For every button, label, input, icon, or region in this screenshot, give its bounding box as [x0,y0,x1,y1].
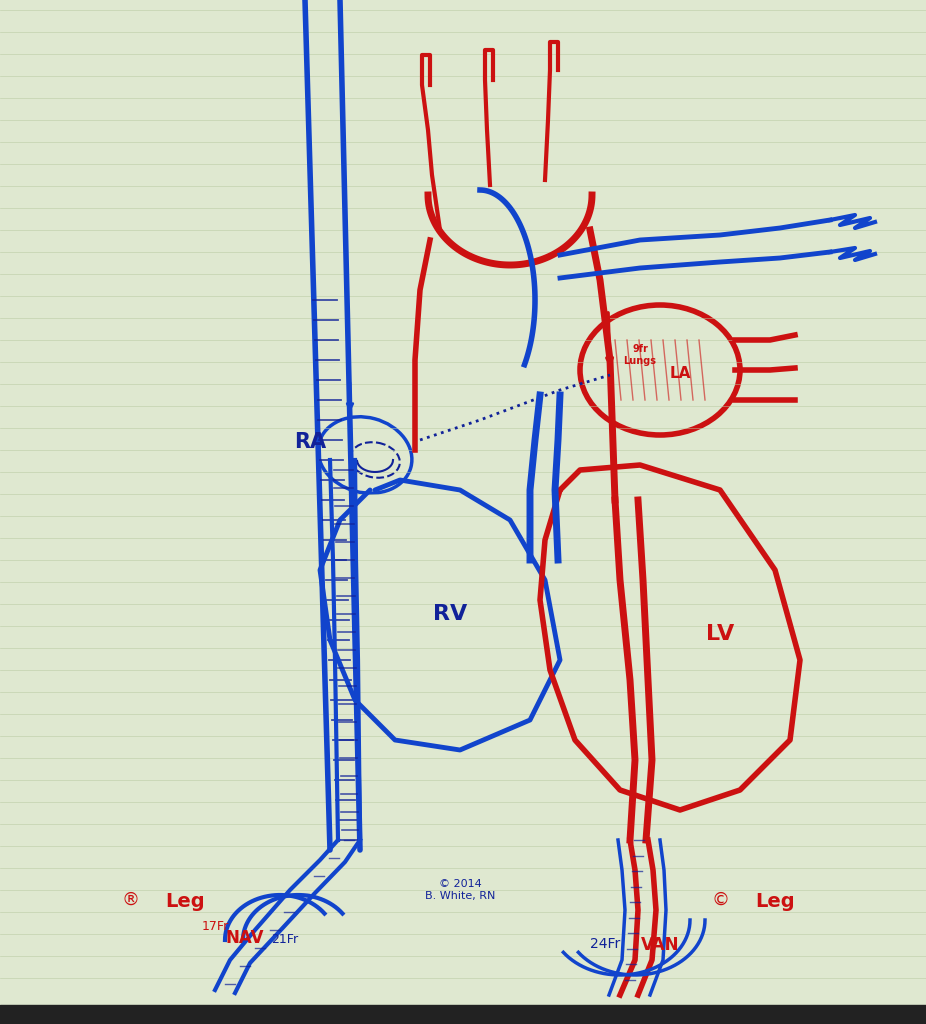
Text: ©: © [711,891,729,909]
Text: RV: RV [432,604,467,624]
Text: VAN: VAN [641,936,680,954]
Text: 9fr
Lungs: 9fr Lungs [623,344,657,366]
Text: © 2014
B. White, RN: © 2014 B. White, RN [425,880,495,901]
Text: Leg: Leg [165,892,205,911]
Text: 21Fr: 21Fr [271,933,298,946]
Text: RA: RA [294,432,326,452]
Text: LV: LV [706,624,734,644]
Text: 17Fr: 17Fr [201,920,229,933]
Text: Leg: Leg [755,892,795,911]
Text: LA: LA [669,366,691,381]
Text: 24Fr: 24Fr [590,937,620,951]
Text: ®: ® [121,891,139,909]
Text: NAV: NAV [226,929,264,947]
